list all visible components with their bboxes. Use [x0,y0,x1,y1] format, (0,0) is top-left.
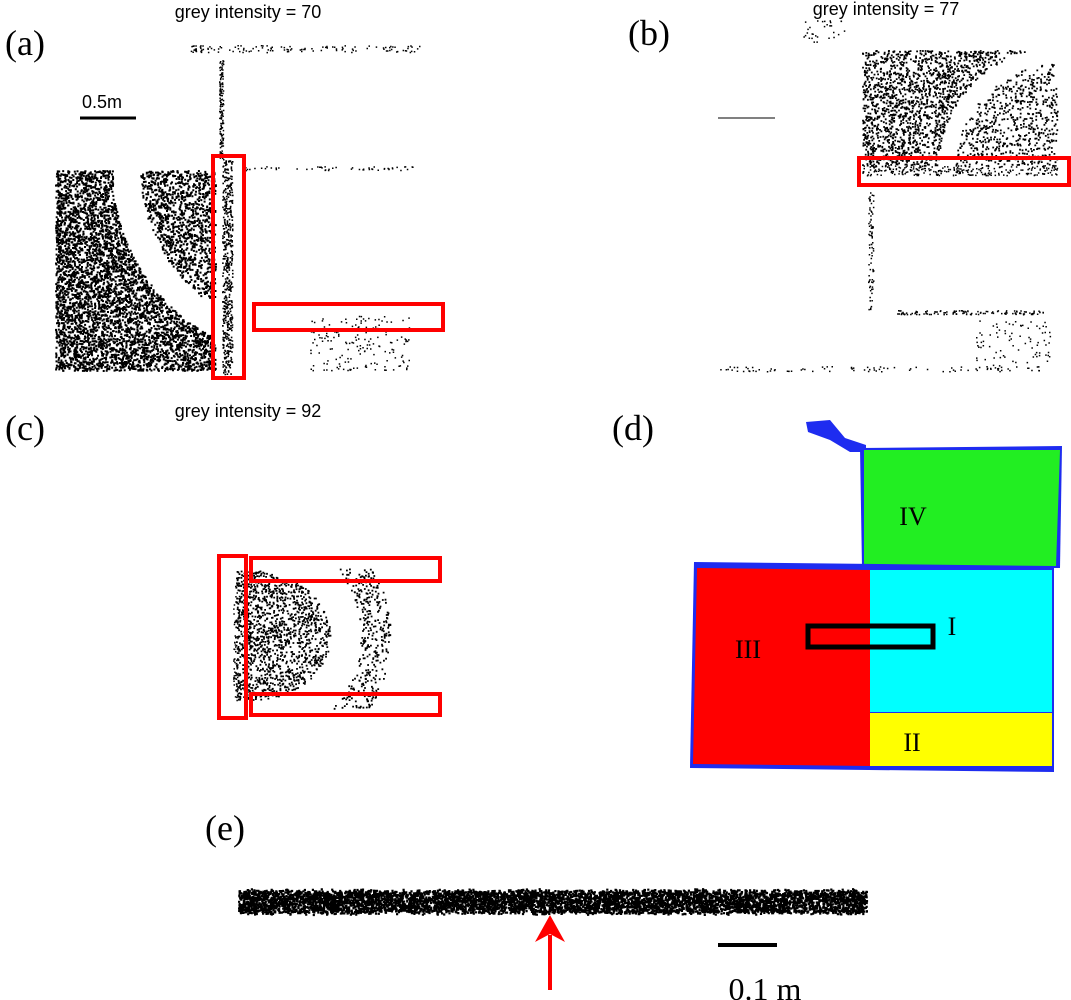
panel-caption: grey intensity = 77 [813,0,960,19]
point-cloud [222,160,234,376]
point-cloud [862,50,1059,167]
scale-label: 0.5m [82,92,122,112]
point-cloud [897,310,1044,316]
region [693,568,870,766]
panel-label: (b) [628,13,670,53]
point-cloud [233,577,241,702]
panel-label: (c) [5,408,45,448]
highlight-box [252,302,445,332]
highlight-box [249,556,442,583]
highlight-box [805,623,936,650]
panel-caption: grey intensity = 70 [175,2,322,22]
highlight-box [249,692,442,717]
point-cloud [190,45,421,54]
point-cloud [310,315,411,372]
region [864,450,1060,566]
point-cloud [803,20,846,43]
highlight-box [217,554,248,720]
panel-label: (e) [205,808,245,848]
region [870,570,1052,712]
point-clouds [55,20,1059,917]
region-label: II [903,728,920,757]
point-cloud [238,888,869,917]
point-cloud [976,320,1052,372]
panel-label: (a) [5,23,45,63]
region-label: I [948,612,957,641]
highlight-box [211,154,246,380]
panel-label: (d) [612,408,654,448]
region-edge [806,420,866,452]
panel-caption: grey intensity = 92 [175,401,322,421]
highlight-box [857,156,1071,187]
scale-label: 0.1 m [729,971,802,1000]
point-cloud [235,570,332,702]
point-cloud [55,170,217,372]
point-cloud [219,60,225,161]
point-cloud [333,568,392,710]
region [870,713,1052,766]
point-cloud [868,192,875,311]
point-cloud [720,366,1040,373]
region-label: III [735,635,761,664]
arrow-head [535,915,565,942]
point-cloud [245,166,414,172]
point-cloud [862,165,1059,177]
region-label: IV [899,502,927,531]
